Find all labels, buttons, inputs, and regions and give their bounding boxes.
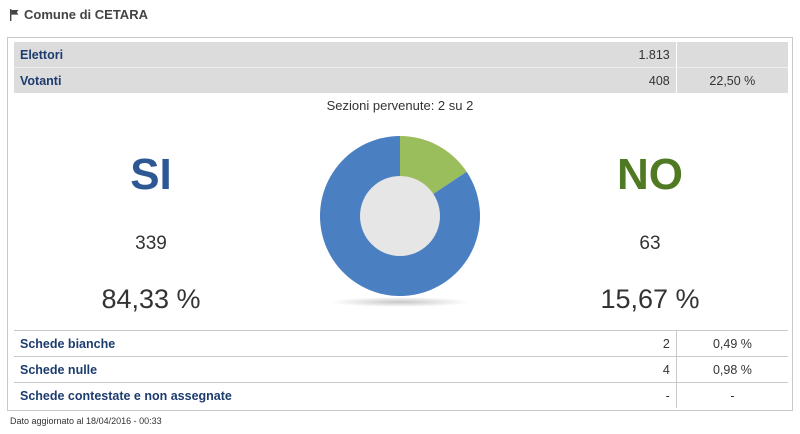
summary-table: Elettori 1.813 Votanti 408 22,50 % (14, 42, 788, 93)
page-title: Comune di CETARA (10, 7, 148, 22)
flag-icon (10, 8, 19, 21)
si-label: SI (130, 150, 172, 199)
no-label: NO (617, 150, 683, 199)
votanti-row: Votanti 408 22,50 % (14, 67, 788, 93)
table-row: Schede nulle 4 0,98 % (14, 356, 788, 383)
table-row: Schede bianche 2 0,49 % (14, 330, 788, 357)
donut-chart (320, 136, 480, 307)
chart-shadow (330, 297, 470, 307)
bianche-label: Schede bianche (14, 330, 561, 357)
contestate-value: - (560, 382, 677, 408)
contestate-percent: - (676, 382, 788, 408)
nulle-percent: 0,98 % (676, 356, 788, 383)
sezioni-pervenute: Sezioni pervenute: 2 su 2 (326, 98, 474, 113)
elettori-percent (676, 42, 788, 68)
extra-table: Schede bianche 2 0,49 % Schede nulle 4 0… (14, 330, 788, 408)
last-updated: Dato aggiornato al 18/04/2016 - 00:33 (10, 416, 162, 426)
bianche-value: 2 (560, 330, 677, 357)
elettori-value: 1.813 (560, 42, 677, 68)
table-row: Schede contestate e non assegnate - - (14, 382, 788, 408)
contestate-label: Schede contestate e non assegnate (14, 382, 561, 408)
nulle-value: 4 (560, 356, 677, 383)
votanti-label: Votanti (14, 67, 561, 93)
elettori-label: Elettori (14, 42, 561, 68)
nulle-label: Schede nulle (14, 356, 561, 383)
elettori-row: Elettori 1.813 (14, 42, 788, 68)
results-panel: Elettori 1.813 Votanti 408 22,50 % Sezio… (7, 37, 793, 411)
no-count: 63 (639, 233, 661, 254)
page-title-text: Comune di CETARA (24, 7, 148, 22)
no-percent: 15,67 % (600, 284, 700, 314)
votanti-value: 408 (560, 67, 677, 93)
si-percent: 84,33 % (101, 284, 201, 314)
si-count: 339 (135, 233, 167, 254)
votanti-percent: 22,50 % (676, 67, 788, 93)
donut-hole (360, 176, 440, 256)
bianche-percent: 0,49 % (676, 330, 788, 357)
